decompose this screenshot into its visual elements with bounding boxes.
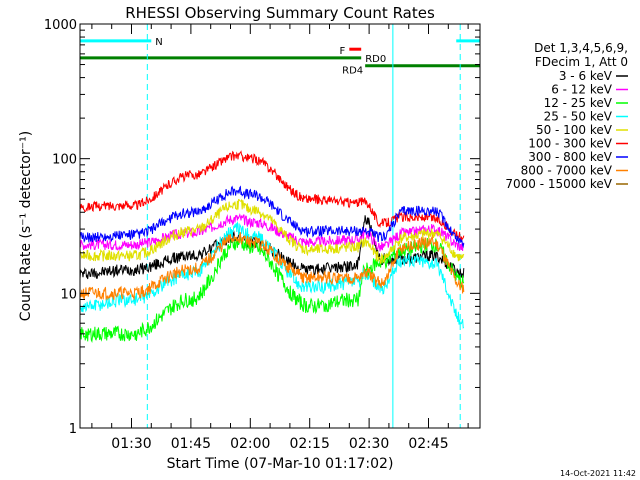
legend: Det 1,3,4,5,6,9, FDecim 1, Att 0 3 - 6 k… (505, 41, 628, 191)
legend-label: 100 - 300 keV (528, 137, 612, 151)
legend-label: 800 - 7000 keV (521, 164, 613, 178)
legend-header-2: FDecim 1, Att 0 (535, 55, 628, 69)
legend-label: 3 - 6 keV (559, 69, 613, 83)
legend-label: 7000 - 15000 keV (505, 177, 612, 191)
series-line (79, 150, 465, 242)
legend-label: 50 - 100 keV (536, 123, 613, 137)
series-line (79, 198, 465, 264)
state-label-rd0: RD0 (365, 54, 386, 65)
state-label-rd4: RD4 (342, 66, 363, 77)
legend-label: 6 - 12 keV (551, 83, 613, 97)
legend-label: 12 - 25 keV (544, 96, 613, 110)
series-line (79, 232, 465, 301)
y-tick-label: 10 (60, 287, 77, 302)
series-line (79, 236, 465, 344)
legend-label: 300 - 800 keV (528, 150, 612, 164)
legend-header-1: Det 1,3,4,5,6,9, (534, 41, 628, 55)
x-tick-label: 01:45 (171, 436, 211, 452)
legend-label: 25 - 50 keV (544, 110, 613, 124)
x-tick-label: 01:30 (111, 436, 151, 452)
footer-date: 14-Oct-2021 11:42 (560, 469, 636, 478)
y-tick-label: 1000 (44, 18, 77, 33)
y-tick-label: 100 (52, 153, 77, 168)
x-tick-label: 02:00 (230, 436, 270, 452)
y-tick-label: 1 (69, 422, 77, 437)
series-line (80, 213, 465, 252)
x-tick-label: 02:15 (290, 436, 330, 452)
chart-title: RHESSI Observing Summary Count Rates (125, 4, 435, 22)
series-line (79, 220, 465, 329)
y-axis-label: Count Rate (s⁻¹ detector⁻¹) (18, 131, 34, 321)
x-tick-label: 02:45 (408, 436, 448, 452)
plot-frame (79, 23, 481, 429)
state-label-n: N (155, 37, 162, 48)
x-axis-label: Start Time (07-Mar-10 01:17:02) (167, 456, 394, 472)
series-line (79, 185, 465, 249)
x-tick-label: 02:30 (349, 436, 389, 452)
state-label-f: F (340, 46, 346, 57)
